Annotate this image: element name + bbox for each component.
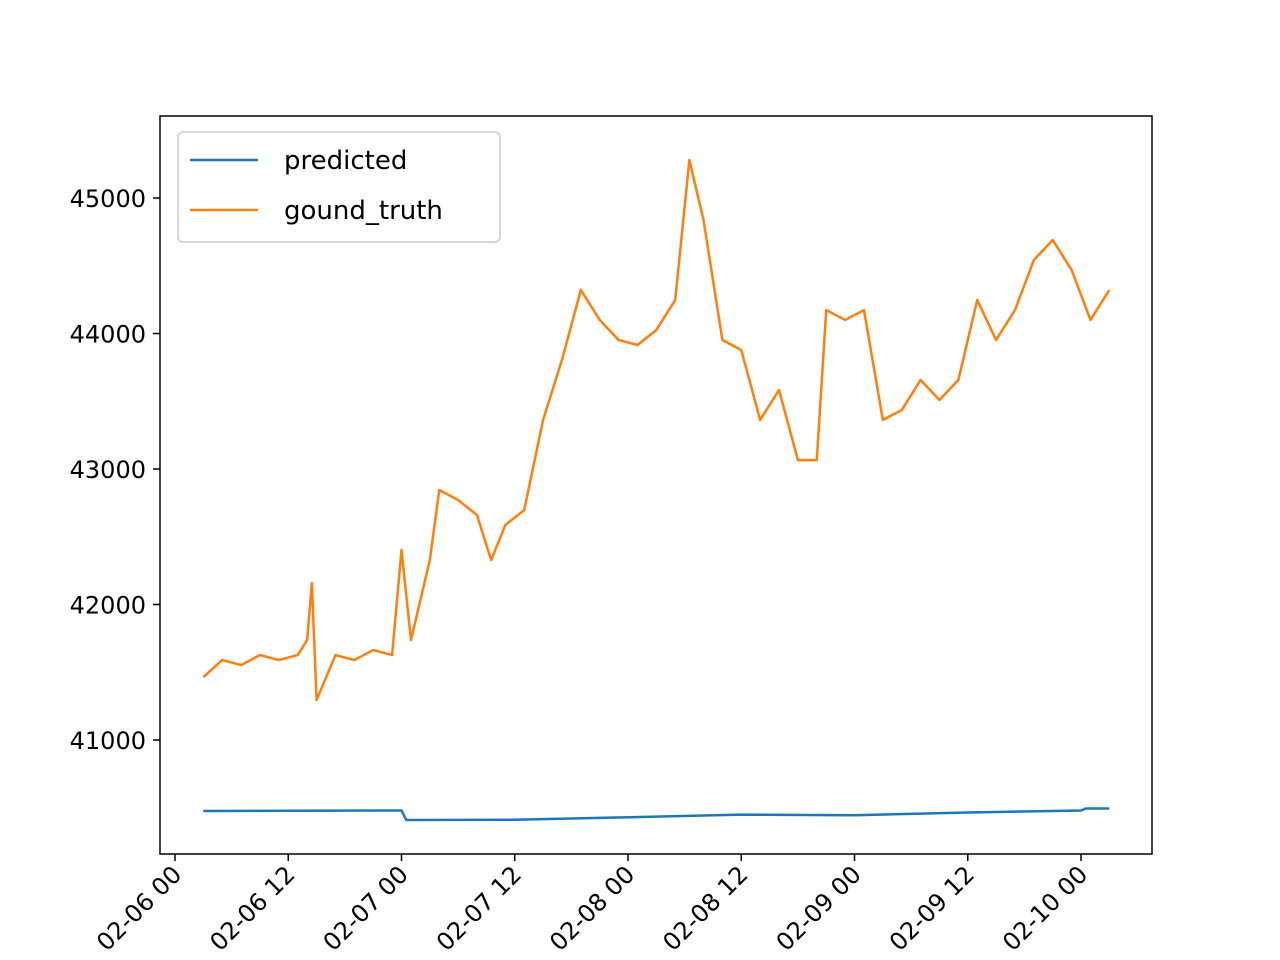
x-tick-label: 02-07 00 (318, 860, 414, 956)
series-line (203, 807, 1110, 822)
series-line (202, 158, 1111, 702)
legend-box (177, 131, 501, 243)
x-tick-label: 02-07 12 (431, 860, 527, 956)
x-tick-label: 02-10 00 (997, 860, 1093, 956)
x-tick-label: 02-08 00 (544, 860, 640, 956)
y-tick-label: 42000 (70, 592, 146, 620)
x-tick-label: 02-09 12 (884, 860, 980, 956)
plot-frame (159, 115, 1153, 855)
x-tick-label: 02-08 12 (657, 860, 753, 956)
y-tick-label: 44000 (70, 320, 146, 348)
y-tick-label: 41000 (70, 727, 146, 755)
x-tick-label: 02-06 00 (91, 860, 187, 956)
y-tick-label: 45000 (70, 185, 146, 213)
x-tick-label: 02-09 00 (771, 860, 867, 956)
y-tick-label: 43000 (70, 456, 146, 484)
legend-label: predicted (284, 146, 407, 176)
legend-label: gound_truth (284, 196, 443, 226)
x-tick-label: 02-06 12 (204, 860, 300, 956)
